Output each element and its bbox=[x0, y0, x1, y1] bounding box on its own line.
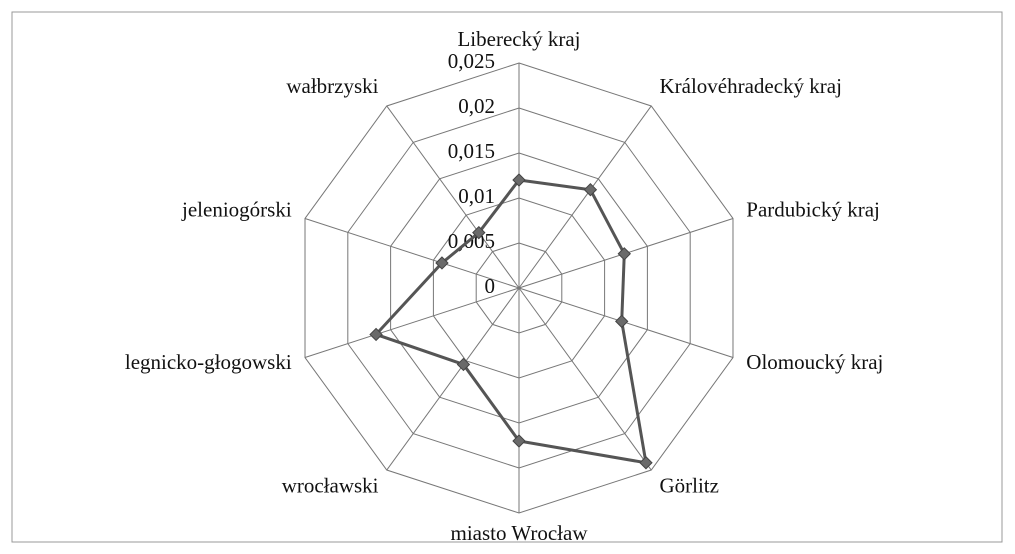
y-tick-label: 0,02 bbox=[458, 94, 495, 118]
y-tick-label: 0,025 bbox=[448, 49, 495, 73]
marker bbox=[615, 314, 629, 329]
marker bbox=[512, 173, 526, 187]
marker bbox=[456, 357, 471, 372]
category-label: Olomoucký kraj bbox=[746, 350, 883, 374]
category-label: Pardubický kraj bbox=[746, 197, 880, 221]
marker bbox=[639, 456, 653, 470]
y-tick-label: 0,015 bbox=[448, 139, 495, 163]
category-label: Görlitz bbox=[659, 474, 718, 498]
category-label: legnicko-głogowski bbox=[125, 350, 292, 374]
category-label: jeleniogórski bbox=[181, 197, 292, 221]
chart-frame bbox=[11, 11, 1003, 543]
marker bbox=[472, 225, 486, 240]
category-label: wałbrzyski bbox=[286, 74, 378, 98]
y-tick-label: 0,01 bbox=[458, 184, 495, 208]
spoke bbox=[386, 105, 520, 289]
spoke bbox=[304, 217, 520, 289]
marker bbox=[617, 247, 631, 261]
spoke bbox=[386, 287, 520, 471]
y-tick-label: 0,005 bbox=[448, 229, 495, 253]
spoke bbox=[518, 287, 652, 471]
marker bbox=[512, 434, 526, 448]
category-label: Královéhradecký kraj bbox=[659, 74, 842, 98]
category-label: Liberecký kraj bbox=[457, 27, 580, 51]
spoke bbox=[304, 287, 520, 359]
y-tick-label: 0 bbox=[485, 274, 496, 298]
marker bbox=[583, 182, 598, 197]
spoke bbox=[518, 105, 652, 289]
category-label: wrocławski bbox=[282, 474, 379, 498]
marker bbox=[435, 256, 449, 270]
marker bbox=[369, 327, 383, 342]
category-label: miasto Wrocław bbox=[451, 521, 589, 545]
